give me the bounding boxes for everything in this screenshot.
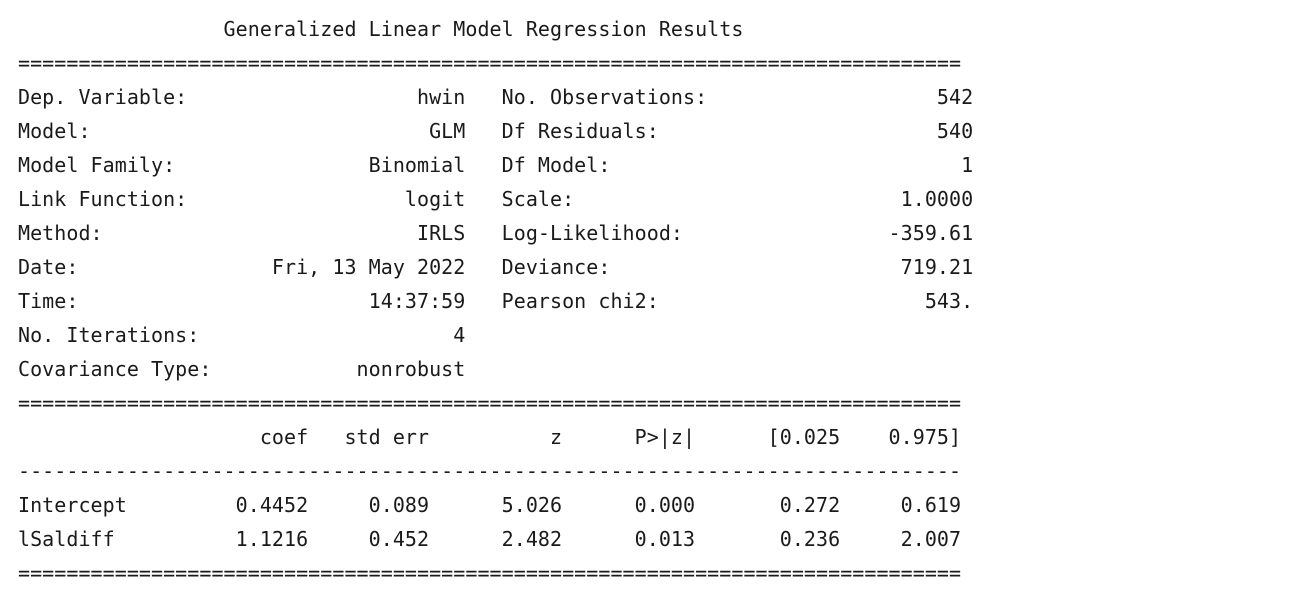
- single-separator: ----------------------------------------…: [18, 459, 962, 483]
- double-separator: ========================================…: [18, 391, 962, 415]
- coef-header-row: coef std err z P>|z| [0.025 0.975]: [18, 425, 962, 449]
- model-info-row: Covariance Type: nonrobust: [18, 357, 466, 381]
- model-info-row: Link Function: logit Scale: 1.0000: [18, 187, 974, 211]
- coef-row: lSaldiff 1.1216 0.452 2.482 0.013 0.236 …: [18, 527, 962, 551]
- coef-row: Intercept 0.4452 0.089 5.026 0.000 0.272…: [18, 493, 962, 517]
- model-info-row: Model Family: Binomial Df Model: 1: [18, 153, 974, 177]
- glm-summary-table: Generalized Linear Model Regression Resu…: [18, 12, 973, 590]
- summary-title: Generalized Linear Model Regression Resu…: [18, 17, 744, 41]
- model-info-row: Method: IRLS Log-Likelihood: -359.61: [18, 221, 974, 245]
- model-info-row: Dep. Variable: hwin No. Observations: 54…: [18, 85, 974, 109]
- double-separator: ========================================…: [18, 51, 962, 75]
- double-separator: ========================================…: [18, 561, 962, 585]
- model-info-row: Model: GLM Df Residuals: 540: [18, 119, 974, 143]
- model-info-row: Time: 14:37:59 Pearson chi2: 543.: [18, 289, 974, 313]
- model-info-row: Date: Fri, 13 May 2022 Deviance: 719.21: [18, 255, 974, 279]
- model-info-row: No. Iterations: 4: [18, 323, 466, 347]
